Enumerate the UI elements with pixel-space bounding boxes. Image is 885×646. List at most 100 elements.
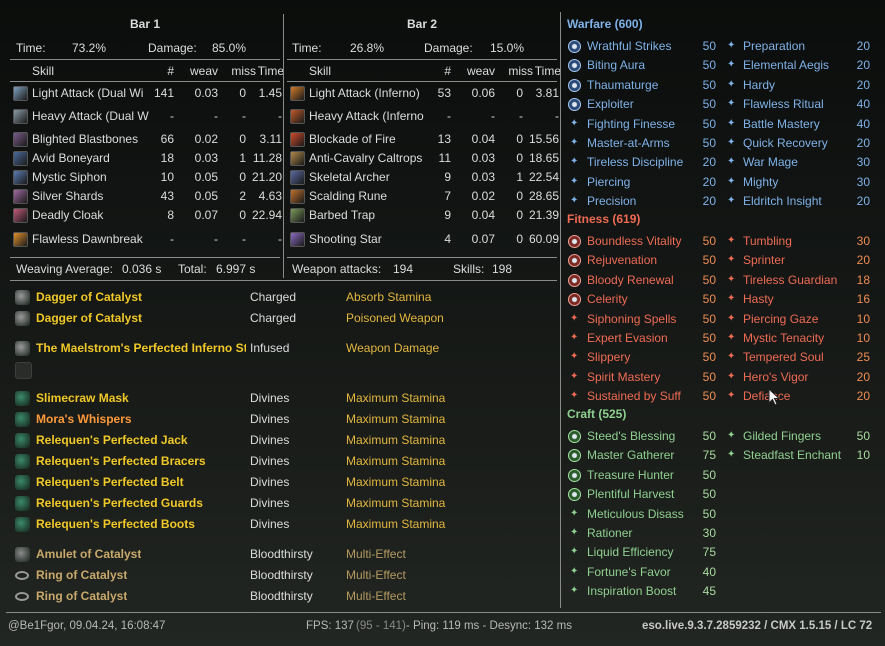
cp-star-name[interactable]: Sprinter (743, 253, 786, 268)
cp-star-name[interactable]: Steadfast Enchant (743, 448, 842, 463)
skill-name: Anti-Cavalry Caltrops (309, 151, 423, 165)
slotted-star-icon[interactable] (568, 40, 581, 53)
slotted-star-icon[interactable] (568, 468, 581, 482)
skill-time: - (278, 109, 282, 123)
cp-star-name[interactable]: Piercing (587, 174, 631, 189)
cp-star-name[interactable]: Quick Recovery (743, 136, 828, 150)
cp-star-name[interactable]: Mystic Tenacity (743, 331, 825, 345)
gear-trait: Infused (250, 341, 290, 355)
bar1-col-miss: miss (231, 64, 256, 78)
cp-star-points: 50 (702, 350, 716, 365)
shooting-star-icon (290, 232, 305, 247)
bar2-columns-divider (287, 81, 557, 82)
cp-star-name[interactable]: War Mage (743, 155, 798, 170)
cp-star-name[interactable]: Fortune's Favor (587, 564, 671, 579)
cp-star-name[interactable]: Boundless Vitality (587, 234, 682, 248)
footer-user-timestamp: @Be1Fgor, 09.04.24, 16:08:47 (8, 620, 166, 632)
cp-star-name[interactable]: Inspiration Boost (587, 584, 677, 599)
cp-star-name[interactable]: Master Gatherer (587, 448, 675, 463)
silver-shards-icon (13, 189, 28, 204)
cp-star-name[interactable]: Eldritch Insight (743, 194, 822, 209)
gear-name: Dagger of Catalyst (36, 311, 143, 325)
skill-miss: 0 (516, 208, 523, 222)
cp-star-points: 50 (702, 429, 716, 443)
cp-star-name[interactable]: Tireless Discipline (587, 155, 684, 170)
cp-star-name[interactable]: Sustained by Suff (587, 389, 681, 404)
slotted-star-icon[interactable] (568, 78, 581, 92)
skill-name: Scalding Rune (309, 189, 388, 203)
cp-star-name[interactable]: Biting Aura (587, 58, 646, 73)
slotted-star-icon[interactable] (568, 254, 581, 268)
cp-star-name[interactable]: Elemental Aegis (743, 58, 830, 73)
footer-fps: FPS: 137 (306, 620, 354, 632)
cp-star-name[interactable]: Plentiful Harvest (587, 487, 675, 502)
cp-star-points: 50 (702, 39, 716, 53)
cp-star-name[interactable]: Flawless Ritual (743, 97, 824, 112)
skill-miss: 1 (239, 151, 246, 165)
cp-star-name[interactable]: Steed's Blessing (587, 429, 676, 443)
cp-star-name[interactable]: Defiance (743, 389, 791, 404)
cp-star-name[interactable]: Mighty (743, 174, 779, 189)
cp-star-name[interactable]: Tumbling (743, 234, 792, 248)
skill-count: 66 (160, 132, 174, 146)
cp-star-name[interactable]: Celerity (587, 292, 628, 307)
cp-star-name[interactable]: Treasure Hunter (587, 467, 674, 482)
bar1-damage-value: 85.0% (212, 41, 247, 55)
skill-weave: 0.06 (471, 86, 495, 100)
gear-enchant: Maximum Stamina (346, 496, 446, 510)
slotted-star-icon[interactable] (568, 273, 581, 287)
cp-star-points: 50 (856, 429, 870, 443)
cp-star-name[interactable]: Exploiter (587, 97, 634, 112)
slotted-star-icon[interactable] (568, 488, 581, 502)
slotted-star-icon[interactable] (568, 59, 581, 73)
bar1-col-weav: weav (189, 64, 218, 78)
cp-star-name[interactable]: Piercing Gaze (743, 311, 819, 326)
star-icon: ✦ (570, 117, 579, 129)
cp-star-name[interactable]: Siphoning Spells (587, 311, 677, 326)
cp-star-name[interactable]: Rejuvenation (587, 253, 658, 268)
cp-star-points: 50 (702, 116, 716, 131)
cp-star-name[interactable]: Tireless Guardian (743, 272, 838, 287)
slotted-star-icon[interactable] (568, 430, 581, 443)
cp-star-name[interactable]: Battle Mastery (743, 116, 820, 131)
star-icon: ✦ (570, 312, 579, 324)
gear-name: Relequen's Perfected Guards (36, 496, 203, 510)
boots-icon (15, 517, 30, 532)
cp-star-name[interactable]: Master-at-Arms (587, 136, 670, 150)
cp-star-points: 50 (702, 58, 716, 73)
dual-wield-light-attack-icon (13, 86, 28, 101)
slotted-star-icon[interactable] (568, 293, 581, 307)
cp-star-name[interactable]: Liquid Efficiency (587, 545, 674, 560)
star-icon: ✦ (570, 332, 579, 343)
slotted-star-icon[interactable] (568, 449, 581, 463)
cp-star-points: 30 (856, 174, 870, 189)
cp-star-name[interactable]: Hardy (743, 77, 776, 92)
cp-star-points: 50 (702, 253, 716, 268)
slotted-star-icon[interactable] (568, 235, 581, 248)
gear-name: Relequen's Perfected Boots (36, 517, 195, 531)
cp-star-name[interactable]: Slippery (587, 350, 631, 365)
cp-star-name[interactable]: Rationer (587, 526, 633, 540)
cp-star-points: 50 (702, 97, 716, 112)
slotted-star-icon[interactable] (568, 98, 581, 112)
skill-count: - (170, 232, 174, 246)
cp-star-name[interactable]: Fighting Finesse (587, 116, 676, 131)
gear-enchant: Maximum Stamina (346, 517, 446, 531)
skill-count: - (447, 109, 451, 123)
cp-star-name[interactable]: Spirit Mastery (587, 369, 661, 384)
skeletal-archer-icon (290, 170, 305, 185)
cp-star-name[interactable]: Hero's Vigor (743, 369, 809, 384)
cp-star-name[interactable]: Expert Evasion (587, 331, 668, 345)
cp-star-name[interactable]: Gilded Fingers (743, 429, 822, 443)
cp-star-name[interactable]: Preparation (743, 39, 806, 53)
cp-star-points: 45 (702, 584, 716, 599)
cp-star-name[interactable]: Precision (587, 194, 637, 209)
cp-star-name[interactable]: Tempered Soul (743, 350, 824, 365)
cp-star-points: 40 (856, 97, 870, 112)
cp-star-name[interactable]: Thaumaturge (587, 77, 659, 92)
skill-weave: - (214, 232, 218, 246)
cp-star-name[interactable]: Meticulous Disass (587, 506, 684, 521)
cp-star-name[interactable]: Bloody Renewal (587, 272, 674, 287)
cp-star-name[interactable]: Wrathful Strikes (587, 39, 672, 53)
cp-star-name[interactable]: Hasty (743, 292, 774, 307)
